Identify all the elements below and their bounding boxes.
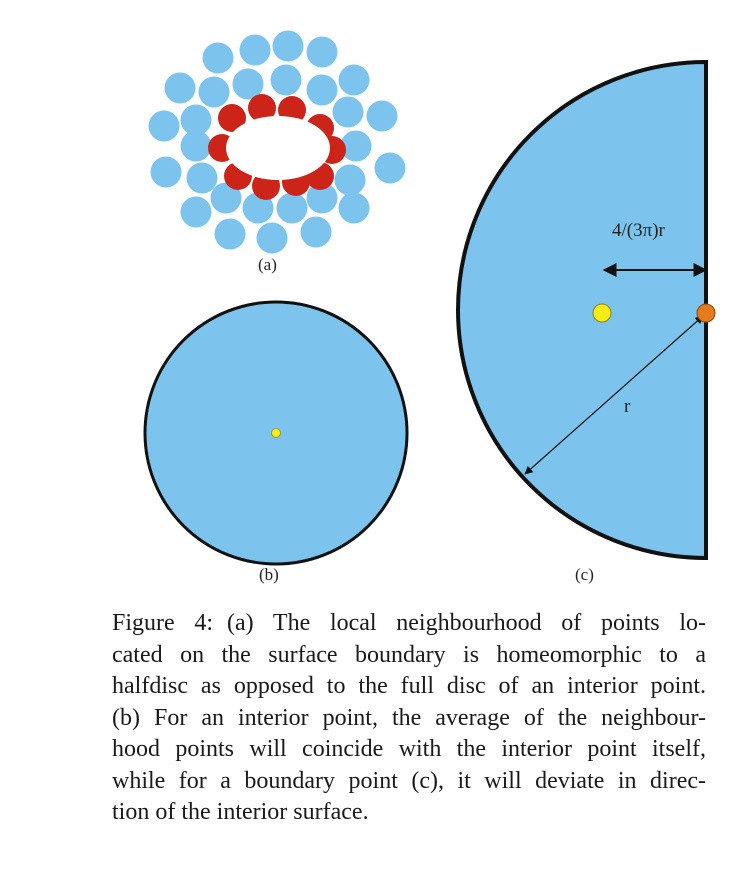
caption-line: hood points will coincide with the inter… xyxy=(112,736,706,762)
caption-line: while for a boundary point (c), it will … xyxy=(112,767,706,794)
neighbour-point xyxy=(338,64,370,96)
neighbour-point xyxy=(148,110,180,142)
neighbour-point xyxy=(272,30,304,62)
panel-c-label: (c) xyxy=(575,565,594,584)
neighbour-point xyxy=(150,156,182,188)
neighbour-point xyxy=(270,64,302,96)
neighbour-point xyxy=(332,96,364,128)
caption-line: cated on the surface boundary is homeomo… xyxy=(112,641,706,668)
caption-line: halfdisc as opposed to the full disc of … xyxy=(112,673,706,699)
surface-hole xyxy=(226,116,330,180)
caption-line: tion of the interior surface. xyxy=(112,799,369,825)
neighbour-point xyxy=(180,104,212,136)
neighbour-point xyxy=(198,76,230,108)
neighbour-point xyxy=(300,216,332,248)
boundary-neighbour-point xyxy=(248,94,276,122)
neighbour-point xyxy=(366,100,398,132)
centroid-point xyxy=(592,303,612,323)
neighbour-point xyxy=(306,74,338,106)
boundary-point xyxy=(696,303,716,323)
neighbour-point xyxy=(256,222,288,254)
interior-point-centroid xyxy=(271,428,281,438)
caption-tag: Figure 4: xyxy=(112,610,214,636)
figure-4: (a) (b) 4/(3π)r r (c) xyxy=(143,30,716,584)
distance-label: 4/(3π)r xyxy=(612,220,666,241)
radius-arrow xyxy=(524,315,704,475)
figure-caption: Figure 4: (a) The local neighbourhood of … xyxy=(112,608,706,829)
neighbour-point xyxy=(338,192,370,224)
panel-c-half-disc: 4/(3π)r r xyxy=(456,59,716,561)
neighbour-point xyxy=(374,152,406,184)
neighbour-point xyxy=(210,182,242,214)
neighbour-point xyxy=(242,192,274,224)
neighbour-point xyxy=(334,164,366,196)
panel-b-label: (b) xyxy=(259,565,279,584)
panel-a-point-cloud xyxy=(148,30,406,254)
half-disc xyxy=(456,59,708,561)
neighbour-point xyxy=(202,42,234,74)
radius-label: r xyxy=(624,396,631,417)
caption-line: Figure 4: (a) The local neighbourhood of … xyxy=(112,610,707,636)
neighbour-point xyxy=(164,72,196,104)
neighbour-point xyxy=(306,182,338,214)
panel-b-full-disc xyxy=(143,300,409,566)
neighbour-point xyxy=(180,130,212,162)
neighbour-point xyxy=(306,36,338,68)
neighbour-point xyxy=(180,196,212,228)
neighbour-point xyxy=(186,162,218,194)
caption-line: (b) For an interior point, the average o… xyxy=(112,704,706,731)
neighbour-point xyxy=(276,192,308,224)
panel-a-label: (a) xyxy=(258,255,277,274)
neighbour-point xyxy=(340,130,372,162)
neighbour-point xyxy=(239,34,271,66)
neighbour-point xyxy=(214,218,246,250)
boundary-neighbour-point xyxy=(218,104,246,132)
neighbour-point xyxy=(232,68,264,100)
